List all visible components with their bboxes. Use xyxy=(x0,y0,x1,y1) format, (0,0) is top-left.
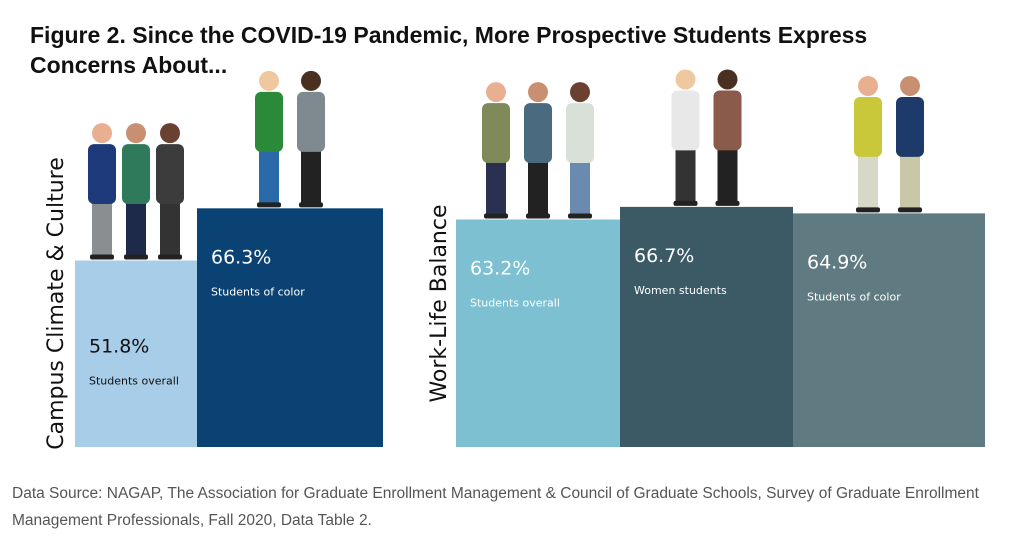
person-body xyxy=(566,103,594,163)
category-label: Students of color xyxy=(807,290,901,303)
person-head xyxy=(717,69,738,90)
value-label: 64.9% xyxy=(807,251,867,273)
person-legs xyxy=(900,152,920,212)
person-figure xyxy=(88,123,116,260)
person-head xyxy=(900,75,920,96)
category-label: Women students xyxy=(634,284,727,297)
person-head xyxy=(675,69,696,90)
person-head xyxy=(126,123,146,144)
person-head xyxy=(92,123,112,144)
person-shoes xyxy=(90,254,114,260)
person-head xyxy=(858,75,878,96)
person-figure xyxy=(713,69,742,206)
person-body xyxy=(255,91,283,152)
person-figure xyxy=(896,75,924,213)
person-body xyxy=(122,144,150,205)
person-shoes xyxy=(673,200,698,206)
person-head xyxy=(160,123,180,144)
person-figure xyxy=(854,75,882,213)
person-legs xyxy=(528,158,548,218)
axis-label: Work-Life Balance xyxy=(427,204,452,402)
bar xyxy=(197,208,383,447)
value-label: 66.7% xyxy=(634,245,694,267)
person-head xyxy=(486,82,506,103)
person-legs xyxy=(570,158,590,218)
person-legs xyxy=(160,200,180,259)
category-label: Students overall xyxy=(470,296,560,309)
value-label: 51.8% xyxy=(89,336,149,358)
category-label: Students of color xyxy=(211,285,305,298)
person-legs xyxy=(92,200,112,259)
value-label: 63.2% xyxy=(470,257,530,279)
person-body xyxy=(88,144,116,205)
bar xyxy=(456,219,620,447)
person-figure xyxy=(566,82,594,219)
person-head xyxy=(528,82,548,103)
person-figure xyxy=(524,82,552,219)
person-head xyxy=(259,70,279,91)
person-shoes xyxy=(158,254,182,260)
axis-label: Campus Climate & Culture xyxy=(44,157,69,450)
person-shoes xyxy=(526,213,550,219)
person-body xyxy=(156,144,184,205)
person-body xyxy=(854,96,882,157)
person-body xyxy=(297,91,325,152)
person-shoes xyxy=(856,207,880,213)
person-legs xyxy=(675,146,696,205)
person-shoes xyxy=(257,202,281,208)
chart: Campus Climate & Culture 51.8% Students ov… xyxy=(44,69,985,450)
person-legs xyxy=(858,152,878,212)
person-figure xyxy=(297,70,325,208)
person-legs xyxy=(717,146,738,205)
person-body xyxy=(671,90,700,151)
bar xyxy=(793,213,985,447)
person-legs xyxy=(259,147,279,207)
person-body xyxy=(524,103,552,163)
person-head xyxy=(301,70,321,91)
person-shoes xyxy=(568,213,592,219)
person-figure xyxy=(122,123,150,260)
person-figure xyxy=(156,123,184,260)
chart-title: Figure 2. Since the COVID-19 Pandemic, M… xyxy=(30,22,868,78)
person-shoes xyxy=(898,207,922,213)
person-head xyxy=(570,82,590,103)
person-body xyxy=(482,103,510,163)
value-label: 66.3% xyxy=(211,246,271,268)
person-body xyxy=(896,96,924,157)
person-shoes xyxy=(124,254,148,260)
source-note: Data Source: NAGAP, The Association for … xyxy=(12,485,979,529)
person-figure xyxy=(482,82,510,219)
person-legs xyxy=(301,147,321,207)
bar xyxy=(620,206,793,447)
bar xyxy=(75,260,197,447)
person-body xyxy=(713,90,742,151)
person-figure xyxy=(671,69,700,206)
person-shoes xyxy=(299,202,323,208)
person-legs xyxy=(486,158,506,218)
person-figure xyxy=(255,70,283,208)
person-legs xyxy=(126,200,146,259)
person-shoes xyxy=(715,200,740,206)
person-shoes xyxy=(484,213,508,219)
category-label: Students overall xyxy=(89,375,179,388)
